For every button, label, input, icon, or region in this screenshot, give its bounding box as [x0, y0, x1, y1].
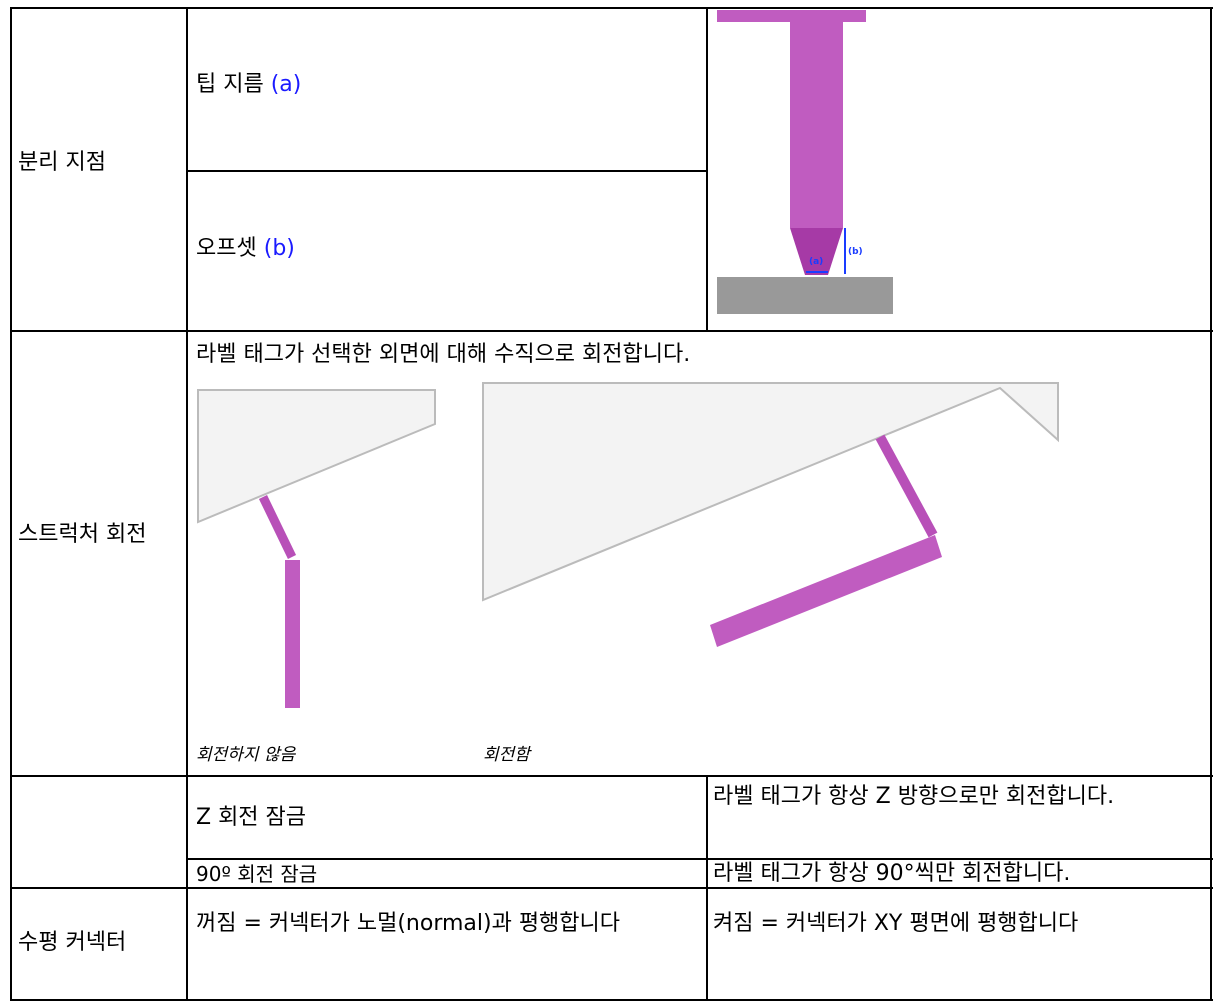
border	[10, 330, 1213, 332]
option-description: 라벨 태그가 항상 90°씩만 회전합니다.	[713, 861, 1071, 886]
figure-ground	[717, 277, 893, 314]
border	[706, 7, 708, 332]
off-description: 꺼짐 = 커넥터가 노멀(normal)과 평행합니다	[196, 911, 621, 936]
caption: 회전하지 않음	[196, 745, 296, 765]
item-ref: (b)	[263, 236, 295, 261]
figure-label-b: (b)	[848, 247, 863, 257]
item-ref: (a)	[270, 72, 302, 97]
border	[10, 999, 1213, 1001]
connector-left	[258, 495, 297, 559]
border	[186, 7, 188, 1001]
border	[706, 775, 708, 1001]
figure-shaft	[790, 22, 843, 228]
border	[10, 7, 12, 1001]
caption: 회전함	[483, 745, 530, 765]
figure-top-bar	[717, 10, 866, 22]
figure-label-a: (a)	[809, 257, 823, 267]
border	[10, 887, 1213, 889]
item: 오프셋 (b)	[196, 234, 295, 264]
row-label: 수평 커넥터	[18, 930, 127, 955]
description: 라벨 태그가 선택한 외면에 대해 수직으로 회전합니다.	[196, 342, 691, 367]
figure-tip	[790, 228, 843, 275]
row-label: 분리 지점	[18, 150, 106, 175]
surface-right	[482, 382, 1059, 602]
option-description: 라벨 태그가 항상 Z 방향으로만 회전합니다.	[713, 784, 1115, 809]
tag-right	[710, 535, 942, 647]
option-name: Z 회전 잠금	[196, 805, 307, 830]
border	[186, 858, 1213, 860]
row-label: 스트럭처 회전	[18, 522, 147, 547]
border	[186, 170, 707, 172]
border	[10, 7, 1213, 9]
on-description: 켜짐 = 커넥터가 XY 평면에 평행합니다	[713, 911, 1079, 936]
surface-left	[197, 389, 436, 524]
connector-right	[875, 434, 938, 538]
tag-left	[285, 560, 300, 708]
item-text: 팁 지름	[196, 72, 264, 97]
border	[10, 775, 1213, 777]
option-name: 90º 회전 잠금	[196, 862, 318, 886]
border	[1210, 7, 1212, 1001]
item-text: 오프셋	[196, 236, 257, 261]
item: 팁 지름 (a)	[196, 70, 301, 100]
